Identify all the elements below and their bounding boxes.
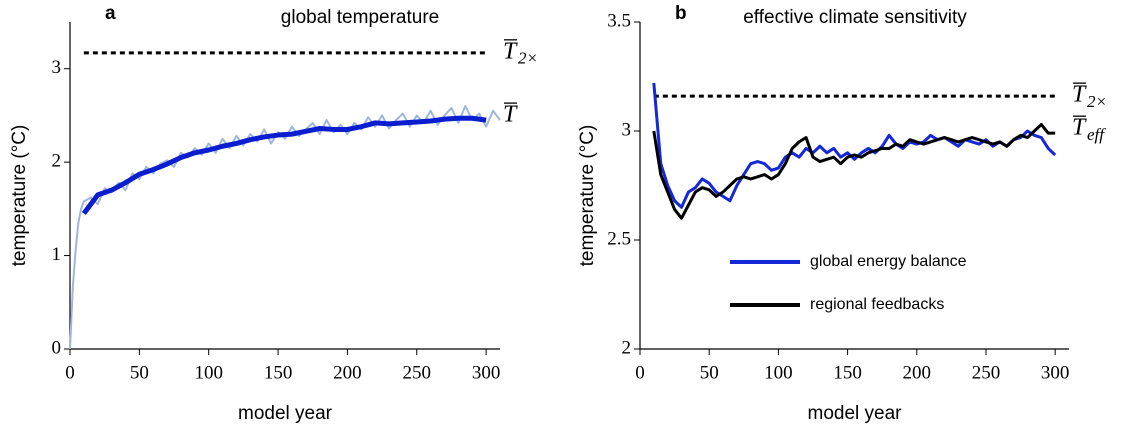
x-tick-label: 250 xyxy=(403,362,432,383)
y-tick-label: 1 xyxy=(52,244,62,265)
x-tick-label: 250 xyxy=(972,362,1001,383)
panel-letter: a xyxy=(105,3,116,24)
x-axis-label: model year xyxy=(238,403,333,424)
y-tick-label: 3.5 xyxy=(607,10,631,31)
chart-title: effective climate sensitivity xyxy=(743,7,967,28)
y-tick-label: 2.5 xyxy=(607,228,631,249)
x-tick-label: 100 xyxy=(764,362,793,383)
series-line xyxy=(69,105,501,350)
symbol: T xyxy=(503,102,518,128)
x-tick-label: 200 xyxy=(333,362,362,383)
symbol-subscript: 2× xyxy=(1087,92,1107,111)
y-axis-label: temperature (°C) xyxy=(577,125,598,267)
y-tick-label: 2 xyxy=(622,337,632,358)
chart-title: global temperature xyxy=(281,7,439,28)
y-tick-label: 0 xyxy=(52,337,62,358)
x-axis-label: model year xyxy=(808,403,903,424)
y-tick-label: 3 xyxy=(622,119,632,140)
legend-label: regional feedbacks xyxy=(810,296,944,313)
x-tick-label: 300 xyxy=(1041,362,1070,383)
symbol: T xyxy=(1072,82,1087,108)
symbol: T xyxy=(1072,115,1087,141)
y-tick-label: 3 xyxy=(52,57,62,78)
x-tick-label: 150 xyxy=(833,362,862,383)
x-tick-label: 300 xyxy=(472,362,501,383)
series-line xyxy=(652,122,1056,220)
x-tick-label: 150 xyxy=(264,362,293,383)
symbol: T xyxy=(503,38,518,64)
series-line xyxy=(652,82,1057,209)
x-tick-label: 50 xyxy=(130,362,149,383)
x-tick-label: 0 xyxy=(65,362,75,383)
y-tick-label: 2 xyxy=(52,151,62,172)
symbol-subscript: 2× xyxy=(518,49,538,68)
y-axis-label: temperature (°C) xyxy=(9,125,30,267)
panel-letter: b xyxy=(675,3,687,24)
x-tick-label: 200 xyxy=(903,362,932,383)
x-tick-label: 0 xyxy=(635,362,645,383)
legend-label: global energy balance xyxy=(810,253,967,270)
x-tick-label: 100 xyxy=(194,362,223,383)
x-tick-label: 50 xyxy=(700,362,719,383)
series-line xyxy=(81,115,487,216)
symbol-subscript: eff xyxy=(1087,125,1106,144)
